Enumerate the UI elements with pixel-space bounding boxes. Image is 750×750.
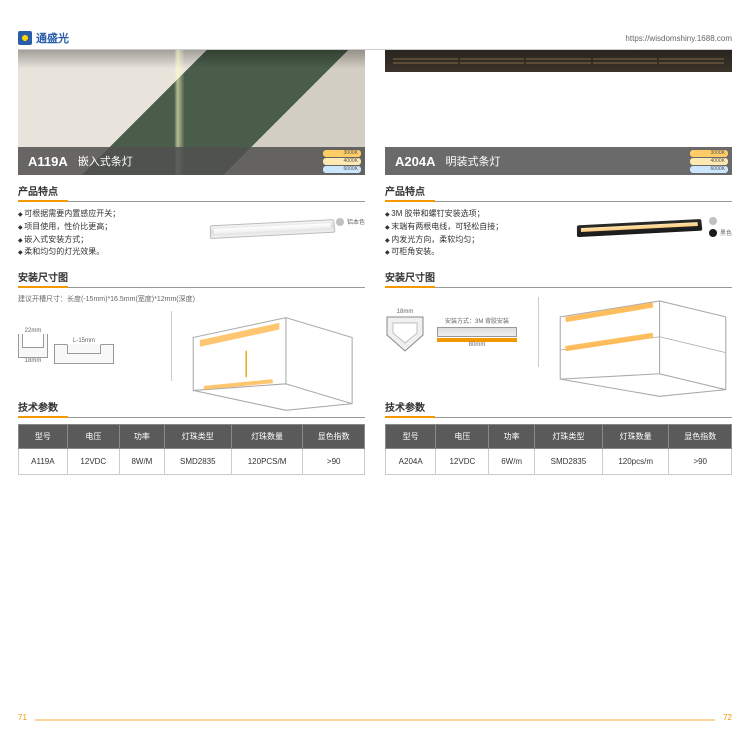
- td-cri: >90: [669, 449, 732, 475]
- page-no-right: 72: [723, 713, 732, 722]
- dimension-diagrams: 建议开槽尺寸：长度(-15mm)*16.5mm(宽度)*12mm(深度) 22m…: [18, 294, 365, 389]
- features-heading: 产品特点: [385, 183, 732, 202]
- finish-black: 黑色: [709, 228, 732, 237]
- footer-rule: [35, 719, 715, 722]
- td-led-type: SMD2835: [534, 449, 602, 475]
- td-led-qty: 120PCS/M: [231, 449, 303, 475]
- th-voltage: 电压: [436, 425, 489, 449]
- th-led-type: 灯珠类型: [534, 425, 602, 449]
- install-isometric: [538, 297, 732, 367]
- th-voltage: 电压: [67, 425, 119, 449]
- td-voltage: 12VDC: [67, 449, 119, 475]
- model-name: 嵌入式条灯: [78, 153, 133, 169]
- feature-item: 嵌入式安装方式；: [18, 234, 172, 247]
- finish-silver: 铝本色: [336, 217, 365, 226]
- td-led-type: SMD2835: [164, 449, 231, 475]
- th-power: 功率: [489, 425, 535, 449]
- feature-item: 可柜角安装。: [385, 246, 539, 259]
- feature-item: 内发光方向，柔软均匀；: [385, 234, 539, 247]
- td-led-qty: 120pcs/m: [602, 449, 669, 475]
- strip-dark-render: [577, 219, 702, 237]
- product-right: A204A 明装式条灯 3000K 4000K 6000K 产品特点 3M 胶带…: [385, 50, 732, 700]
- th-model: 型号: [386, 425, 436, 449]
- feature-item: 末端有两根电线，可轻松自接；: [385, 221, 539, 234]
- table-header-row: 型号 电压 功率 灯珠类型 灯珠数量 显色指数: [386, 425, 732, 449]
- specs-heading: 技术参数: [385, 399, 732, 418]
- table-row: A204A 12VDC 6W/m SMD2835 120pcs/m >90: [386, 449, 732, 475]
- th-led-qty: 灯珠数量: [231, 425, 303, 449]
- features-list: 可根据需要内置感应开关； 项目使用，性价比更高； 嵌入式安装方式； 柔和均匀的灯…: [18, 208, 172, 259]
- td-cri: >90: [303, 449, 365, 475]
- th-model: 型号: [19, 425, 68, 449]
- cct-chips: 3000K 4000K 6000K: [690, 150, 728, 173]
- feature-item: 项目使用，性价比更高；: [18, 221, 172, 234]
- store-url: https://wisdomshiny.1688.com: [625, 34, 732, 43]
- dimensions-heading: 安装尺寸图: [18, 269, 365, 288]
- dimension-note: 建议开槽尺寸：长度(-15mm)*16.5mm(宽度)*12mm(深度): [18, 294, 365, 304]
- td-power: 8W/M: [119, 449, 164, 475]
- cct-4000k: 4000K: [690, 158, 728, 165]
- slot-cross-section: L-15mm: [54, 338, 114, 364]
- cct-3000k: 3000K: [690, 150, 728, 157]
- table-row: A119A 12VDC 8W/M SMD2835 120PCS/M >90: [19, 449, 365, 475]
- feature-item: 柔和均匀的灯光效果。: [18, 246, 172, 259]
- brand-name: 通盛光: [36, 30, 69, 46]
- model-code: A119A: [28, 154, 68, 169]
- features-list: 3M 胶带和螺钉安装选项； 末端有两根电线，可轻松自接； 内发光方向，柔软均匀；…: [385, 208, 539, 259]
- hero-image-a119a: A119A 嵌入式条灯 3000K 4000K 6000K: [18, 50, 365, 175]
- specs-table: 型号 电压 功率 灯珠类型 灯珠数量 显色指数 A119A 12VDC 8W/M…: [18, 424, 365, 475]
- finish-options: 黑色: [709, 217, 732, 237]
- features-heading: 产品特点: [18, 183, 365, 202]
- feature-item: 3M 胶带和螺钉安装选项；: [385, 208, 539, 221]
- install-isometric: [171, 311, 365, 381]
- product-left: A119A 嵌入式条灯 3000K 4000K 6000K 产品特点 可根据需要…: [18, 50, 365, 700]
- product-render: 黑色: [547, 212, 732, 257]
- td-voltage: 12VDC: [436, 449, 489, 475]
- strip-light-render: [210, 219, 335, 239]
- cct-4000k: 4000K: [323, 158, 361, 165]
- page-no-left: 71: [18, 713, 27, 722]
- table-header-row: 型号 电压 功率 灯珠类型 灯珠数量 显色指数: [19, 425, 365, 449]
- title-bar: A204A 明装式条灯: [385, 147, 732, 175]
- profile-cross-section: 22mm 18mm: [18, 328, 48, 364]
- dimension-diagrams: 18mm 安装方式：3M 背胶安装 80mm: [385, 294, 732, 389]
- logo-icon: [18, 31, 32, 45]
- model-code: A204A: [395, 154, 435, 169]
- hero-image-a204a: A204A 明装式条灯 3000K 4000K 6000K: [385, 50, 732, 175]
- th-led-qty: 灯珠数量: [602, 425, 669, 449]
- finish-silver: [709, 217, 732, 225]
- page-header: 通盛光 https://wisdomshiny.1688.com: [18, 30, 732, 50]
- title-bar: A119A 嵌入式条灯: [18, 147, 365, 175]
- th-cri: 显色指数: [303, 425, 365, 449]
- wardrobe-scene: [385, 50, 732, 72]
- page-footer: 71 72: [18, 713, 732, 722]
- cct-3000k: 3000K: [323, 150, 361, 157]
- dimensions-heading: 安装尺寸图: [385, 269, 732, 288]
- brand-logo: 通盛光: [18, 30, 69, 46]
- cct-chips: 3000K 4000K 6000K: [323, 150, 361, 173]
- product-render: 铝本色: [180, 212, 365, 257]
- model-name: 明装式条灯: [445, 153, 500, 169]
- td-power: 6W/m: [489, 449, 535, 475]
- profile-cross-section: 18mm: [385, 309, 425, 355]
- mounting-diagram: 安装方式：3M 背胶安装 80mm: [437, 316, 517, 348]
- td-model: A204A: [386, 449, 436, 475]
- th-cri: 显色指数: [669, 425, 732, 449]
- specs-heading: 技术参数: [18, 399, 365, 418]
- cct-6000k: 6000K: [690, 166, 728, 173]
- th-led-type: 灯珠类型: [164, 425, 231, 449]
- cct-6000k: 6000K: [323, 166, 361, 173]
- td-model: A119A: [19, 449, 68, 475]
- specs-table: 型号 电压 功率 灯珠类型 灯珠数量 显色指数 A204A 12VDC 6W/m…: [385, 424, 732, 475]
- th-power: 功率: [119, 425, 164, 449]
- finish-options: 铝本色: [336, 217, 365, 226]
- feature-item: 可根据需要内置感应开关；: [18, 208, 172, 221]
